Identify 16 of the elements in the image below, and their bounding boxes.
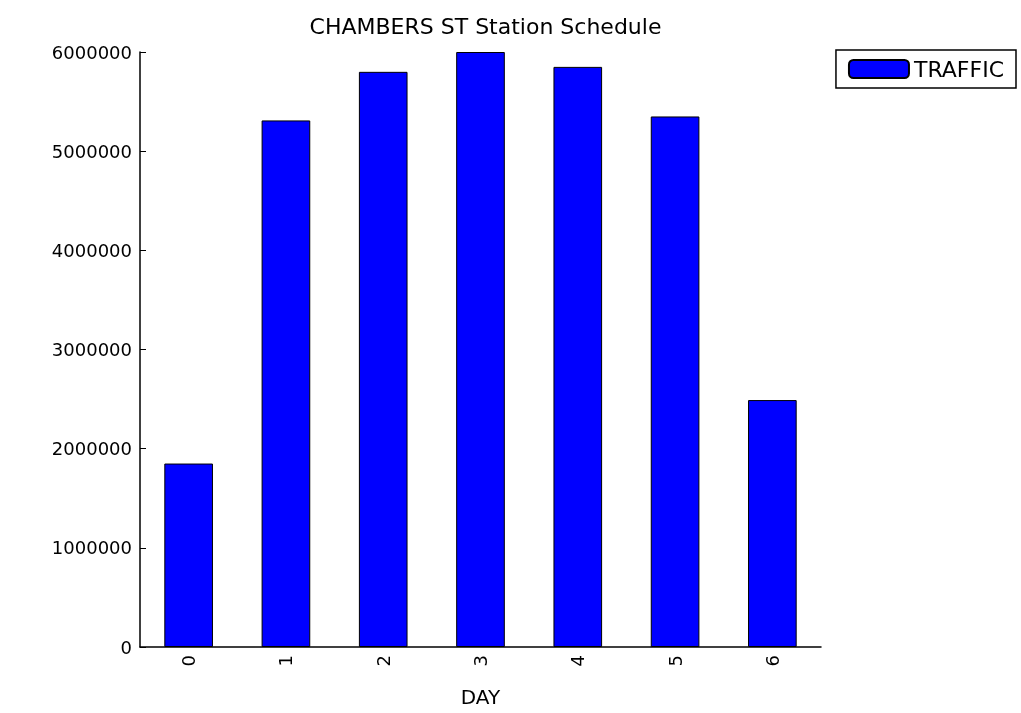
x-tick-label: 1	[275, 655, 297, 667]
y-tick-label: 5000000	[51, 140, 132, 162]
x-tick-label: 3	[470, 655, 491, 667]
x-tick-label: 5	[664, 655, 686, 667]
y-tick-label: 4000000	[51, 239, 132, 261]
x-tick-label: 0	[178, 655, 200, 667]
legend-label: TRAFFIC	[912, 56, 1005, 82]
chart-title: CHAMBERS ST Station Schedule	[309, 13, 662, 39]
y-tick-label: 6000000	[51, 41, 132, 63]
y-tick-label: 2000000	[51, 438, 132, 460]
x-tick-label: 4	[567, 655, 589, 667]
y-tick-label: 1000000	[51, 537, 132, 559]
x-axis-title: DAY	[460, 685, 501, 709]
y-tick-label: 3000000	[51, 339, 132, 360]
x-tick-label: 6	[761, 655, 783, 667]
x-tick-label: 2	[372, 655, 394, 667]
